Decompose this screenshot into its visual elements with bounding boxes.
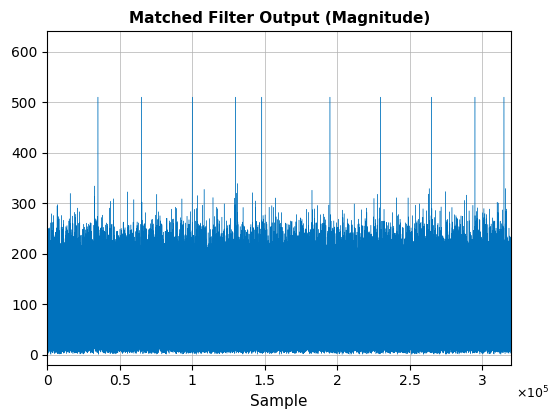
Text: $\times10^5$: $\times10^5$ — [516, 385, 549, 401]
Title: Matched Filter Output (Magnitude): Matched Filter Output (Magnitude) — [129, 11, 430, 26]
X-axis label: Sample: Sample — [250, 394, 308, 409]
